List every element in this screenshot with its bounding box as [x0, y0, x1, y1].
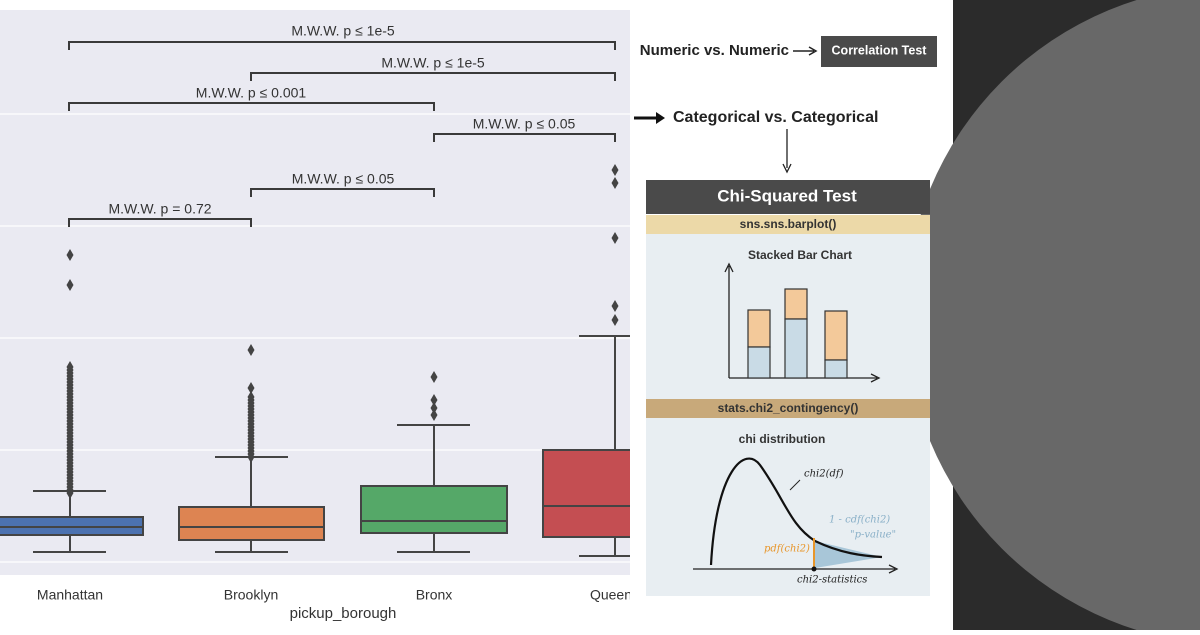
outlier [247, 451, 255, 463]
sketch-axis [693, 564, 899, 574]
handnote: chi2-statistics [797, 575, 867, 586]
outlier [611, 314, 619, 326]
annotation: M.W.W. p ≤ 0.05 [292, 171, 395, 187]
outlier [430, 402, 438, 414]
node [821, 36, 937, 67]
annotation: M.W.W. p ≤ 0.001 [196, 85, 307, 101]
outlier [430, 394, 438, 406]
outlier [66, 487, 74, 499]
bracket [250, 72, 616, 81]
x-tick-label: Manhattan [37, 587, 103, 603]
card-header [646, 180, 930, 214]
outlier [611, 300, 619, 312]
annotation: M.W.W. p ≤ 1e-5 [381, 55, 485, 71]
sketch-title: chi distribution [739, 432, 826, 446]
box [360, 485, 508, 534]
diagram: Numeric vs. Numeric Correlation Test Cat… [634, 36, 937, 596]
x-axis-label: pickup_borough [290, 605, 397, 622]
step-label: sns.sns.barplot() [740, 217, 837, 231]
statistic-point [811, 566, 817, 572]
step-label: stats.chi2_contingency() [718, 401, 859, 415]
x-tick-label: Bronx [416, 587, 453, 603]
sketch-title: Stacked Bar Chart [748, 248, 852, 262]
x-tick-label: Queen [590, 587, 632, 603]
arrow [782, 129, 792, 174]
node-label: Categorical vs. Categorical [673, 109, 878, 126]
box [542, 449, 630, 538]
arrow [793, 46, 818, 56]
x-tick-label: Brooklyn [224, 587, 278, 603]
arrow-head [656, 112, 665, 124]
outlier [66, 249, 74, 261]
handnote: chi2(df) [804, 469, 844, 480]
step-band [646, 399, 930, 418]
annotation: M.W.W. p ≤ 1e-5 [291, 23, 395, 39]
outlier [247, 382, 255, 394]
handnote: 1 - cdf(chi2) [829, 515, 890, 526]
outlier [611, 164, 619, 176]
sketch-bars [747, 288, 848, 379]
bracket [68, 218, 252, 227]
grid [0, 113, 630, 563]
pointer [789, 479, 801, 491]
bracket [68, 41, 616, 50]
bracket [433, 133, 616, 142]
boxplot: M.W.W. p ≤ 1e-5 M.W.W. p ≤ 1e-5 M.W.W. p… [0, 10, 632, 622]
annotation: M.W.W. p ≤ 0.05 [473, 116, 576, 132]
brackets [68, 41, 616, 227]
outlier [611, 177, 619, 189]
handnote: "p-value" [850, 530, 896, 541]
outlier [430, 409, 438, 421]
outlier [66, 279, 74, 291]
outlier [611, 232, 619, 244]
sketch-bar [747, 346, 771, 379]
bracket [68, 102, 435, 111]
handnote: pdf(chi2) [764, 544, 810, 555]
sketch-bar [824, 310, 848, 361]
box [178, 506, 325, 541]
circle [905, 0, 1200, 635]
sketch-area [646, 418, 930, 596]
bracket [250, 188, 435, 197]
sketch-bar [784, 288, 808, 320]
outliers [66, 164, 619, 499]
annotation: M.W.W. p = 0.72 [108, 201, 211, 217]
outlier [430, 371, 438, 383]
node-label: Numeric vs. Numeric [640, 42, 789, 59]
boxes [0, 335, 630, 557]
sketch-axes [724, 262, 881, 383]
sketch-bar [784, 318, 808, 379]
card-title: Chi-Squared Test [717, 186, 857, 205]
sketch-bar [824, 359, 848, 379]
outlier [247, 344, 255, 356]
node-label: Correlation Test [832, 43, 928, 57]
chi-curve [709, 457, 883, 566]
step-band [646, 215, 930, 234]
sketch-bar [747, 309, 771, 348]
plot-area [0, 10, 630, 575]
